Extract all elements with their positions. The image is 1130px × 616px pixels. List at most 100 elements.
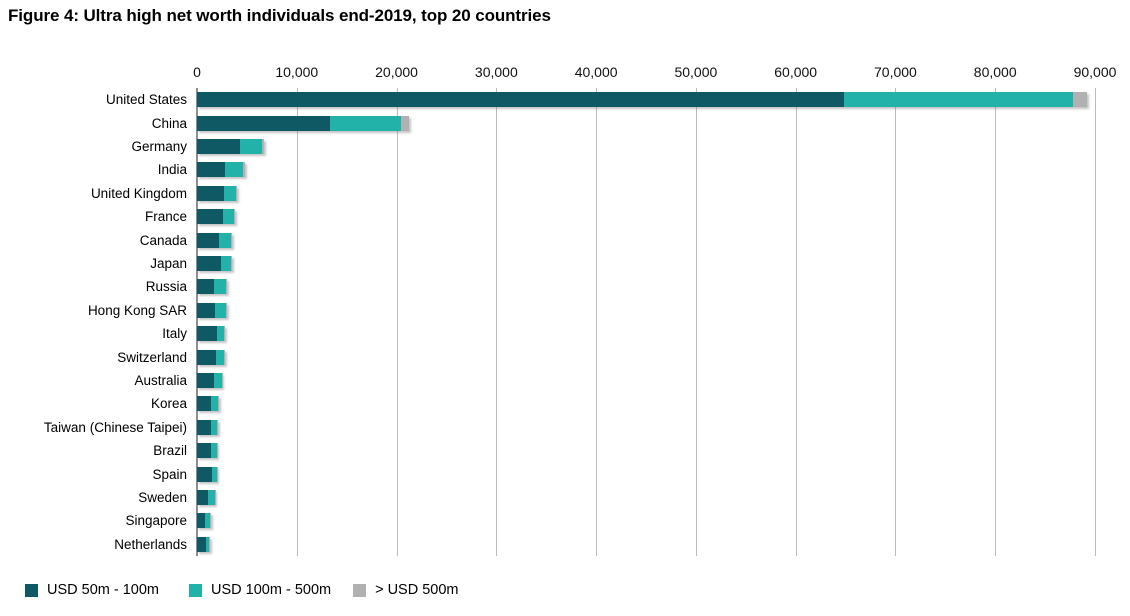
country-label-russia: Russia xyxy=(145,279,187,295)
x-tick-label: 40,000 xyxy=(574,64,618,80)
bar-segment-usd-500m xyxy=(226,279,228,295)
bar-italy xyxy=(197,326,225,342)
bar-segment-usd-50m-100m xyxy=(197,302,215,318)
chart-row-hong-kong-sar: Hong Kong SAR xyxy=(0,299,1130,322)
gridline xyxy=(895,88,897,556)
bar-segment-usd-50m-100m xyxy=(197,115,330,131)
bar-segment-usd-100m-500m xyxy=(208,489,215,505)
bar-segment-usd-100m-500m xyxy=(224,162,244,178)
gridline xyxy=(596,88,598,556)
bar-russia xyxy=(197,279,228,295)
country-label-australia: Australia xyxy=(134,372,187,388)
bar-segment-usd-100m-500m xyxy=(214,372,222,388)
chart-row-singapore: Singapore xyxy=(0,509,1130,532)
bar-segment-usd-50m-100m xyxy=(197,279,215,295)
gridline xyxy=(695,88,697,556)
bar-segment-usd-100m-500m xyxy=(219,232,231,248)
bar-segment-usd-100m-500m xyxy=(205,513,211,529)
bar-segment-usd-500m xyxy=(224,349,225,365)
legend-item-usd-50m-100m: USD 50m - 100m xyxy=(25,582,159,598)
bar-segment-usd-100m-500m xyxy=(223,185,236,201)
legend-swatch-icon xyxy=(25,583,38,597)
bar-segment-usd-500m xyxy=(234,209,236,225)
x-tick-label: 60,000 xyxy=(774,64,818,80)
country-label-brazil: Brazil xyxy=(153,443,187,459)
bar-segment-usd-50m-100m xyxy=(197,138,240,154)
chart-row-australia: Australia xyxy=(0,369,1130,392)
bar-segment-usd-50m-100m xyxy=(197,349,216,365)
gridline xyxy=(1095,88,1096,556)
bar-segment-usd-50m-100m xyxy=(197,419,211,435)
chart-row-taiwan-chinese-taipei: Taiwan (Chinese Taipei) xyxy=(0,416,1130,439)
x-tick-label: 30,000 xyxy=(474,64,518,80)
bar-segment-usd-100m-500m xyxy=(205,536,210,552)
chart-legend: USD 50m - 100m USD 100m - 500m > USD 500m xyxy=(25,582,459,598)
country-label-france: France xyxy=(144,209,187,225)
legend-item-usd-100m-500m: USD 100m - 500m xyxy=(189,582,331,598)
x-tick-label: 50,000 xyxy=(674,64,718,80)
country-label-singapore: Singapore xyxy=(125,513,187,529)
bar-segment-usd-50m-100m xyxy=(197,443,212,459)
x-tick-label: 0 xyxy=(193,64,201,80)
bar-segment-usd-100m-500m xyxy=(214,279,227,295)
bar-segment-usd-100m-500m xyxy=(216,326,225,342)
bar-segment-usd-500m xyxy=(400,115,409,131)
bar-china xyxy=(197,115,409,131)
bar-australia xyxy=(197,372,223,388)
chart-row-russia: Russia xyxy=(0,275,1130,298)
bar-brazil xyxy=(197,443,218,459)
country-label-china: China xyxy=(151,115,187,131)
bar-segment-usd-50m-100m xyxy=(197,209,223,225)
country-label-germany: Germany xyxy=(131,138,187,154)
x-tick-label: 70,000 xyxy=(874,64,917,80)
gridline xyxy=(396,88,398,556)
legend-swatch-icon xyxy=(353,583,367,597)
legend-item-usd-500m: > USD 500m xyxy=(353,582,459,598)
country-label-switzerland: Switzerland xyxy=(117,349,187,365)
chart-row-italy: Italy xyxy=(0,322,1130,345)
bar-united-states xyxy=(197,92,1087,108)
bar-france xyxy=(197,209,236,225)
bar-segment-usd-100m-500m xyxy=(210,419,218,435)
bar-segment-usd-50m-100m xyxy=(197,162,225,178)
bar-segment-usd-500m xyxy=(225,302,227,318)
bar-segment-usd-50m-100m xyxy=(197,489,209,505)
bar-segment-usd-500m xyxy=(243,162,245,178)
chart-row-switzerland: Switzerland xyxy=(0,345,1130,368)
bar-segment-usd-500m xyxy=(230,232,232,248)
bar-segment-usd-500m xyxy=(230,255,232,271)
country-label-canada: Canada xyxy=(139,232,187,248)
bar-netherlands xyxy=(197,536,210,552)
bar-singapore xyxy=(197,513,211,529)
country-label-japan: Japan xyxy=(150,255,187,271)
bar-germany xyxy=(197,138,264,154)
chart-row-canada: Canada xyxy=(0,228,1130,251)
bar-canada xyxy=(197,232,232,248)
bar-segment-usd-100m-500m xyxy=(239,138,262,154)
bar-korea xyxy=(197,396,219,412)
legend-label: USD 50m - 100m xyxy=(47,582,160,598)
chart-row-korea: Korea xyxy=(0,392,1130,415)
bar-segment-usd-500m xyxy=(1073,92,1087,108)
legend-label: > USD 500m xyxy=(375,582,459,598)
bar-segment-usd-500m xyxy=(261,138,264,154)
bar-segment-usd-100m-500m xyxy=(211,443,217,459)
country-label-italy: Italy xyxy=(162,326,187,342)
gridline xyxy=(995,88,997,556)
bar-segment-usd-100m-500m xyxy=(843,92,1074,108)
legend-label: USD 100m - 500m xyxy=(211,582,332,598)
country-label-united-kingdom: United Kingdom xyxy=(90,185,187,201)
x-tick-label: 20,000 xyxy=(375,64,418,80)
bar-segment-usd-50m-100m xyxy=(197,466,212,482)
bar-segment-usd-100m-500m xyxy=(211,396,219,412)
bar-segment-usd-100m-500m xyxy=(215,349,225,365)
chart-row-brazil: Brazil xyxy=(0,439,1130,462)
bar-segment-usd-100m-500m xyxy=(214,302,226,318)
legend-swatch-icon xyxy=(189,583,203,597)
chart-row-united-kingdom: United Kingdom xyxy=(0,182,1130,205)
bar-taiwan-chinese-taipei xyxy=(197,419,218,435)
bar-segment-usd-100m-500m xyxy=(220,255,231,271)
bar-segment-usd-100m-500m xyxy=(329,115,401,131)
bar-segment-usd-100m-500m xyxy=(211,466,217,482)
chart-row-germany: Germany xyxy=(0,135,1130,158)
